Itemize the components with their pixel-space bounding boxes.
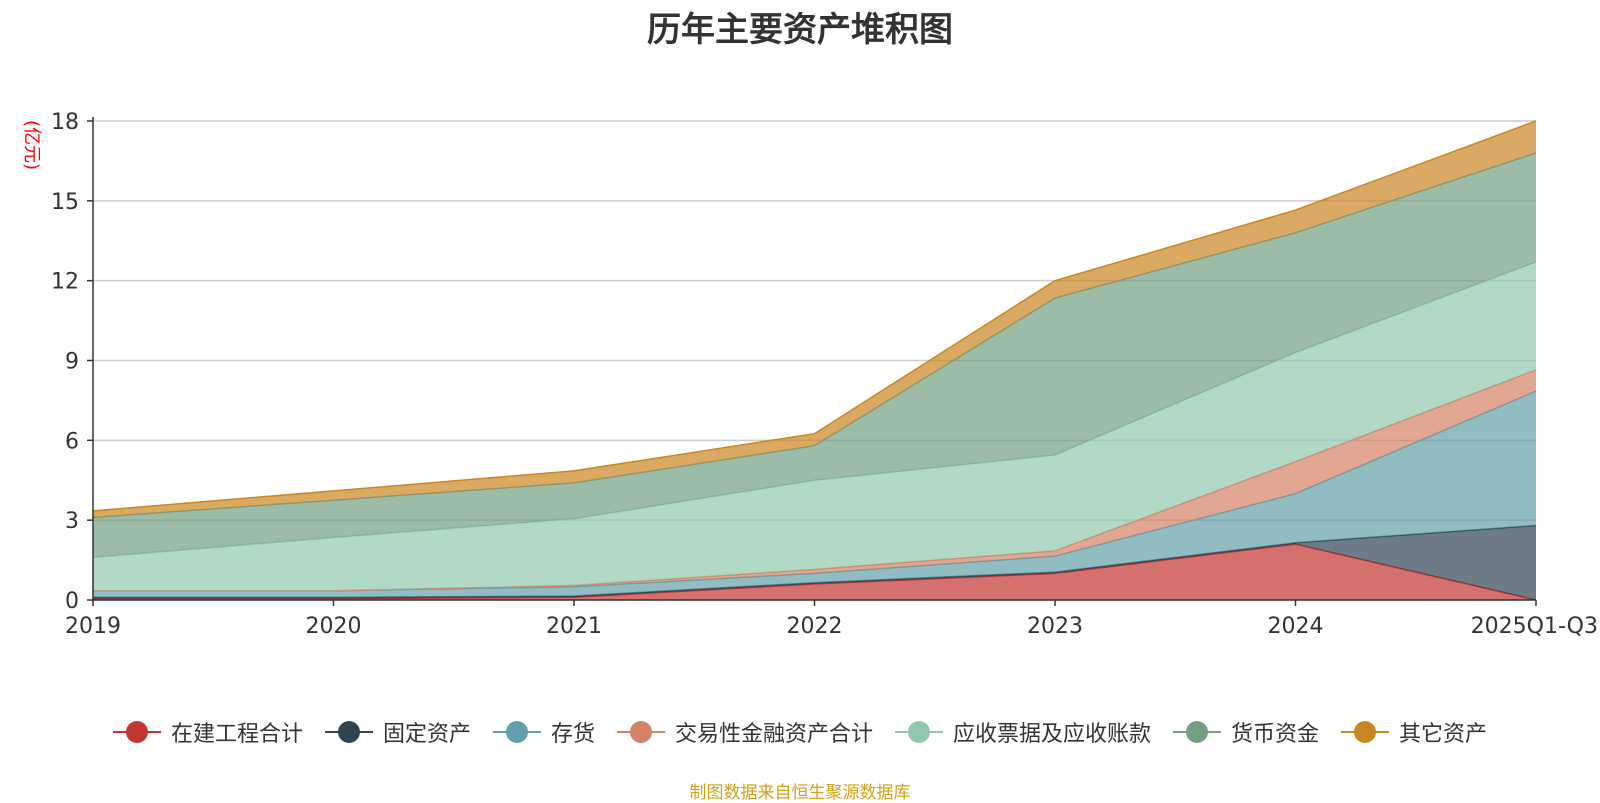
series-area-4: [93, 369, 1536, 591]
legend-item-1[interactable]: 在建工程合计: [112, 716, 303, 748]
series-area-7: [93, 121, 1536, 518]
legend-marker-icon: [1341, 720, 1390, 744]
legend-item-2[interactable]: 固定资产: [324, 716, 471, 748]
series-area-5: [93, 262, 1536, 591]
legend-item-4[interactable]: 交易性金融资产合计: [616, 716, 873, 748]
legend: 在建工程合计 固定资产 存货 交易性金融资产合计 应收票据及应收账款 货币资金 其它资产: [0, 716, 1600, 748]
series-areas: [92, 120, 1537, 601]
x-tick-label: 2019: [65, 614, 121, 639]
series-line-7: [92, 120, 1537, 512]
x-tick-label: 2024: [1268, 614, 1324, 639]
source-note: 制图数据来自恒生聚源数据库: [689, 783, 911, 803]
x-tick-label: 2021: [546, 614, 602, 639]
legend-item-6[interactable]: 货币资金: [1173, 716, 1319, 748]
y-tick-label: 12: [51, 270, 79, 295]
legend-label: 货币资金: [1231, 722, 1320, 747]
x-tick-label: 2022: [787, 614, 843, 639]
chart-title: 历年主要资产堆积图: [647, 10, 953, 50]
legend-marker-icon: [112, 720, 161, 744]
y-tick-label: 18: [51, 110, 79, 135]
legend-item-3[interactable]: 存货: [492, 716, 595, 748]
legend-marker-icon: [895, 720, 943, 744]
y-tick-label: 15: [51, 190, 79, 215]
legend-label: 存货: [550, 722, 595, 747]
y-tick-label: 3: [65, 509, 79, 534]
legend-label: 应收票据及应收账款: [953, 722, 1152, 747]
legend-marker-icon: [616, 720, 665, 744]
series-area-6: [93, 152, 1536, 558]
legend-label: 在建工程合计: [170, 722, 303, 747]
series-area-3: [93, 391, 1536, 598]
legend-label: 交易性金融资产合计: [674, 722, 873, 747]
x-tick-label: 2023: [1027, 614, 1083, 639]
legend-label: 固定资产: [382, 722, 471, 747]
y-tick-label: 0: [65, 589, 79, 614]
legend-item-7[interactable]: 其它资产: [1341, 716, 1487, 748]
x-tick-label: 2020: [306, 614, 362, 639]
x-tick-label: 2025Q1-Q3: [1471, 614, 1598, 639]
legend-marker-icon: [492, 720, 541, 744]
series-area-1: [93, 544, 1536, 600]
legend-marker-icon: [1173, 720, 1222, 744]
y-tick-label: 9: [65, 350, 79, 375]
y-axis-label: (亿元): [21, 120, 42, 170]
axes: 0 3 6 9 12 15 18 2019 2020 2021 2022 2023 2024 2025Q1…: [51, 110, 1598, 639]
y-tick-label: 6: [65, 429, 79, 454]
legend-item-5[interactable]: 应收票据及应收账款: [895, 716, 1151, 748]
legend-label: 其它资产: [1399, 722, 1488, 747]
legend-marker-icon: [324, 720, 373, 744]
